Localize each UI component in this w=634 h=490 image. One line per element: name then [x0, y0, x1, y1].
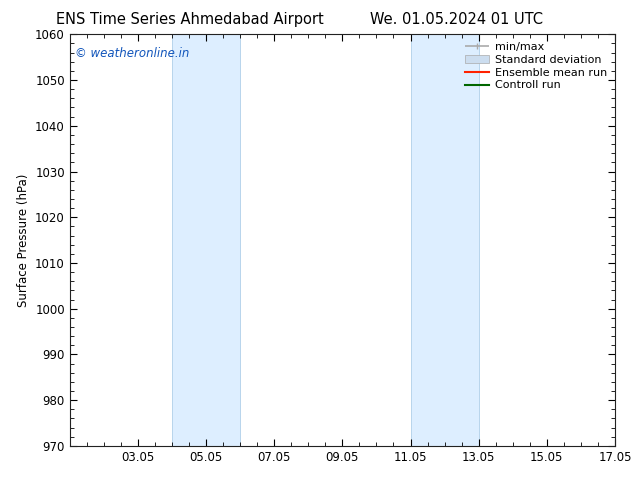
- Text: We. 01.05.2024 01 UTC: We. 01.05.2024 01 UTC: [370, 12, 543, 27]
- Legend: min/max, Standard deviation, Ensemble mean run, Controll run: min/max, Standard deviation, Ensemble me…: [460, 38, 612, 95]
- Bar: [172, 34, 240, 446]
- Bar: [411, 34, 479, 446]
- Y-axis label: Surface Pressure (hPa): Surface Pressure (hPa): [16, 173, 30, 307]
- Text: ENS Time Series Ahmedabad Airport: ENS Time Series Ahmedabad Airport: [56, 12, 324, 27]
- Text: © weatheronline.in: © weatheronline.in: [75, 47, 190, 60]
